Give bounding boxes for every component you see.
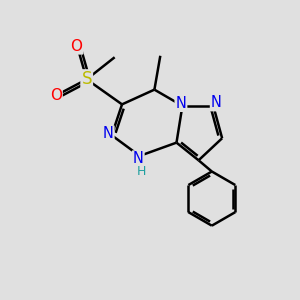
Text: N: N [211,95,222,110]
Text: O: O [70,39,83,54]
Text: H: H [136,165,146,178]
Text: N: N [103,126,114,141]
Text: O: O [50,88,62,103]
Text: N: N [133,151,144,166]
Text: S: S [81,70,92,88]
Text: N: N [176,96,186,111]
